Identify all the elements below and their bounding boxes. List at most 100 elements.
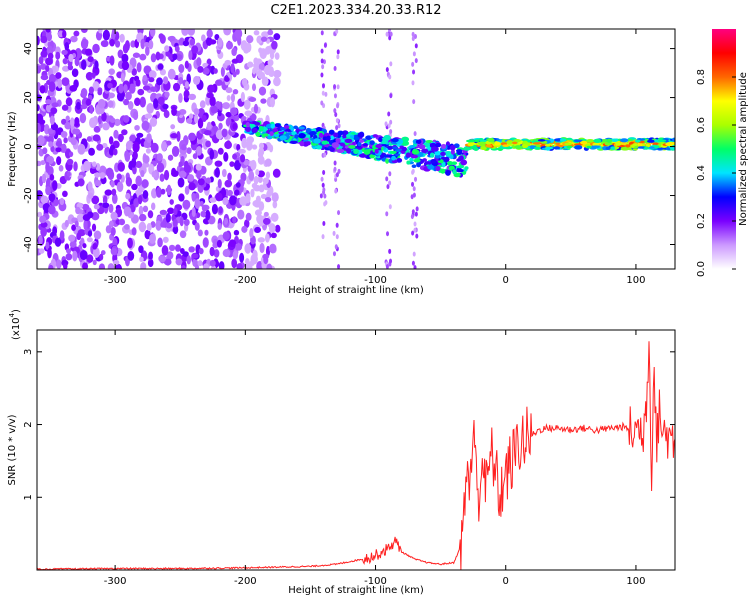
heatmap-cell — [59, 143, 67, 153]
heatmap-cell — [225, 117, 232, 127]
heatmap-cell — [94, 179, 102, 187]
heatmap-cell — [57, 78, 63, 89]
heatmap-cell — [379, 153, 385, 159]
heatmap-cell — [193, 108, 200, 116]
heatmap-cell — [460, 159, 468, 166]
heatmap-cell — [272, 200, 278, 209]
heatmap-cell — [637, 146, 646, 149]
heatmap-cell — [61, 49, 68, 55]
heatmap-cell — [97, 98, 106, 109]
heatmap-cell — [148, 70, 157, 79]
heatmap-cell — [45, 64, 50, 73]
heatmap-cell — [171, 145, 180, 157]
heatmap-cell — [232, 89, 239, 95]
heatmap-cell — [122, 98, 130, 106]
heatmap-cell — [332, 251, 336, 257]
bottom-x-axis-label: Height of straight line (km) — [288, 585, 424, 596]
heatmap-cell — [118, 133, 124, 143]
heatmap-cell — [412, 251, 416, 257]
heatmap-cell — [72, 250, 78, 262]
heatmap-cell — [45, 99, 52, 105]
heatmap-cell — [346, 147, 352, 154]
heatmap-cell — [77, 143, 86, 155]
heatmap-cell — [99, 253, 104, 261]
colorbar-gradient — [712, 29, 736, 269]
heatmap-cell — [473, 147, 479, 151]
heatmap-cell — [331, 142, 340, 148]
heatmap-cell — [153, 98, 159, 109]
heatmap-cell — [192, 153, 198, 160]
heatmap-cell — [54, 237, 62, 247]
heatmap-cell — [226, 94, 231, 102]
heatmap-cell — [140, 262, 147, 269]
heatmap-cell — [102, 202, 110, 209]
colorbar-tick-label: 0.2 — [696, 213, 707, 229]
heatmap-cell — [230, 107, 238, 116]
heatmap-cell — [305, 141, 311, 146]
heatmap-cell — [209, 149, 215, 160]
heatmap-cell — [70, 137, 77, 146]
heatmap-cell — [413, 158, 421, 163]
heatmap-cell — [48, 73, 56, 84]
scale-close: ) — [11, 309, 22, 313]
heatmap-cell — [253, 175, 259, 185]
heatmap-cell — [512, 141, 518, 145]
heatmap-cell — [388, 29, 392, 33]
heatmap-cell — [55, 147, 62, 153]
heatmap-cell — [162, 76, 169, 85]
heatmap-cell — [274, 52, 280, 60]
heatmap-cell — [197, 229, 203, 237]
heatmap-cell — [269, 243, 277, 254]
y-tick-label: 1 — [23, 494, 34, 500]
heatmap-cell — [66, 158, 74, 166]
heatmap-cell — [221, 128, 228, 138]
heatmap-cell — [107, 92, 115, 99]
heatmap-cell — [573, 139, 583, 143]
heatmap-cell — [586, 145, 592, 149]
heatmap-cell — [388, 204, 392, 210]
heatmap-cell — [389, 119, 393, 125]
heatmap-cell — [139, 96, 146, 108]
heatmap-cell — [265, 171, 271, 179]
heatmap-cell — [252, 127, 258, 133]
heatmap-cell — [65, 248, 72, 254]
heatmap-cell — [107, 100, 114, 108]
heatmap-cell — [116, 181, 124, 193]
heatmap-cell — [246, 35, 254, 44]
heatmap-cell — [216, 239, 222, 248]
heatmap-cell — [214, 167, 220, 178]
heatmap-cell — [247, 61, 254, 68]
heatmap-cell — [157, 63, 164, 70]
heatmap-cell — [320, 58, 324, 64]
heatmap-cell — [270, 123, 276, 129]
heatmap-cell — [91, 223, 97, 232]
heatmap-cell — [39, 215, 47, 224]
heatmap-cell — [263, 254, 269, 265]
heatmap-cell — [137, 186, 144, 193]
heatmap-cell — [184, 185, 190, 195]
heatmap-cell — [135, 175, 142, 187]
heatmap-cell — [110, 226, 116, 236]
heatmap-cell — [388, 171, 392, 177]
heatmap-cell — [263, 211, 269, 217]
heatmap-cell — [87, 192, 94, 199]
heatmap-cell — [92, 134, 101, 142]
heatmap-cell — [241, 78, 248, 87]
heatmap-cell — [142, 205, 149, 213]
heatmap-cell — [336, 148, 345, 153]
heatmap-cell — [77, 178, 85, 187]
heatmap-cell — [52, 226, 58, 236]
heatmap-cell — [245, 126, 252, 133]
heatmap-cell — [213, 249, 220, 258]
heatmap-cell — [333, 108, 337, 114]
heatmap-cell — [178, 108, 187, 116]
heatmap-cell — [464, 166, 469, 170]
heatmap-cell — [320, 176, 324, 182]
heatmap-cell — [385, 31, 389, 37]
heatmap-cell — [142, 74, 148, 82]
heatmap-cell — [258, 86, 267, 96]
heatmap-cell — [191, 253, 199, 259]
heatmap-cell — [102, 122, 110, 131]
heatmap-cell — [142, 162, 150, 168]
